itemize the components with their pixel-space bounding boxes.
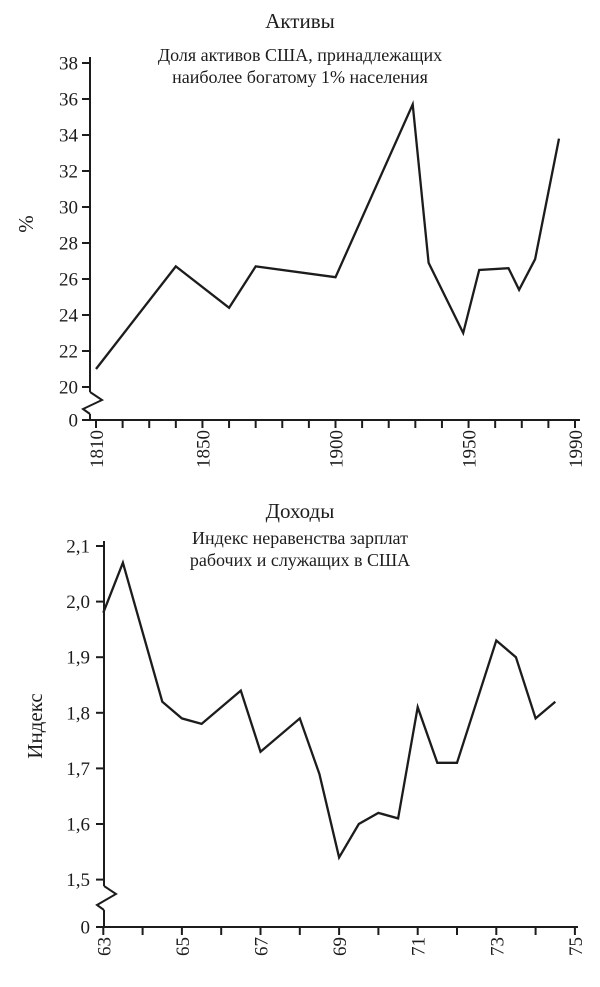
y-tick-label: 26 <box>59 270 78 291</box>
y-tick-label: 1,5 <box>66 870 90 891</box>
y-tick-label: 22 <box>59 342 78 363</box>
x-tick-label: 1900 <box>326 430 347 468</box>
x-tick-label: 1850 <box>193 430 214 468</box>
chart2-subtitle: Индекс неравенства зарплат рабочих и слу… <box>189 528 411 570</box>
series-line <box>95 99 561 370</box>
y-tick-label: 2,0 <box>66 592 90 613</box>
x-tick-label: 1990 <box>566 430 587 468</box>
y-zero-label: 0 <box>69 411 79 432</box>
y-tick-label: 1,8 <box>66 703 90 724</box>
x-tick-label: 1950 <box>460 430 481 468</box>
y-tick-label: 30 <box>59 198 78 219</box>
y-zero-label: 0 <box>81 918 91 939</box>
x-tick-label: 65 <box>173 937 194 956</box>
y-axis-caption: Индекс <box>23 693 47 758</box>
x-tick-label: 71 <box>409 937 430 956</box>
y-tick-label: 32 <box>59 162 78 183</box>
x-tick-label: 63 <box>94 937 115 956</box>
y-tick-label: 38 <box>59 54 78 75</box>
chart1-subtitle: Доля активов США, принадлежащих наиболее… <box>157 45 443 87</box>
y-axis-break <box>95 885 118 911</box>
y-tick-label: 1,9 <box>66 648 90 669</box>
x-tick-label: 73 <box>487 937 508 956</box>
y-tick-label: 24 <box>59 306 79 327</box>
chart1-title: Активы <box>265 9 335 33</box>
x-tick-label: 75 <box>566 937 587 956</box>
y-axis-break <box>81 391 105 415</box>
x-tick-label: 69 <box>330 937 351 956</box>
y-tick-label: 1,7 <box>66 759 90 780</box>
chart-1 <box>81 57 580 428</box>
y-tick-label: 1,6 <box>66 815 90 836</box>
y-tick-label: 34 <box>59 126 79 147</box>
chart2-title: Доходы <box>265 499 335 523</box>
x-tick-label: 1810 <box>87 430 108 468</box>
y-tick-label: 28 <box>59 234 78 255</box>
y-tick-label: 36 <box>59 90 78 111</box>
y-axis-caption: % <box>14 215 38 233</box>
series-line <box>102 559 557 861</box>
chart-2 <box>95 541 578 935</box>
y-tick-label: 2,1 <box>66 537 90 558</box>
x-tick-label: 67 <box>252 937 273 956</box>
y-tick-label: 20 <box>59 378 78 399</box>
